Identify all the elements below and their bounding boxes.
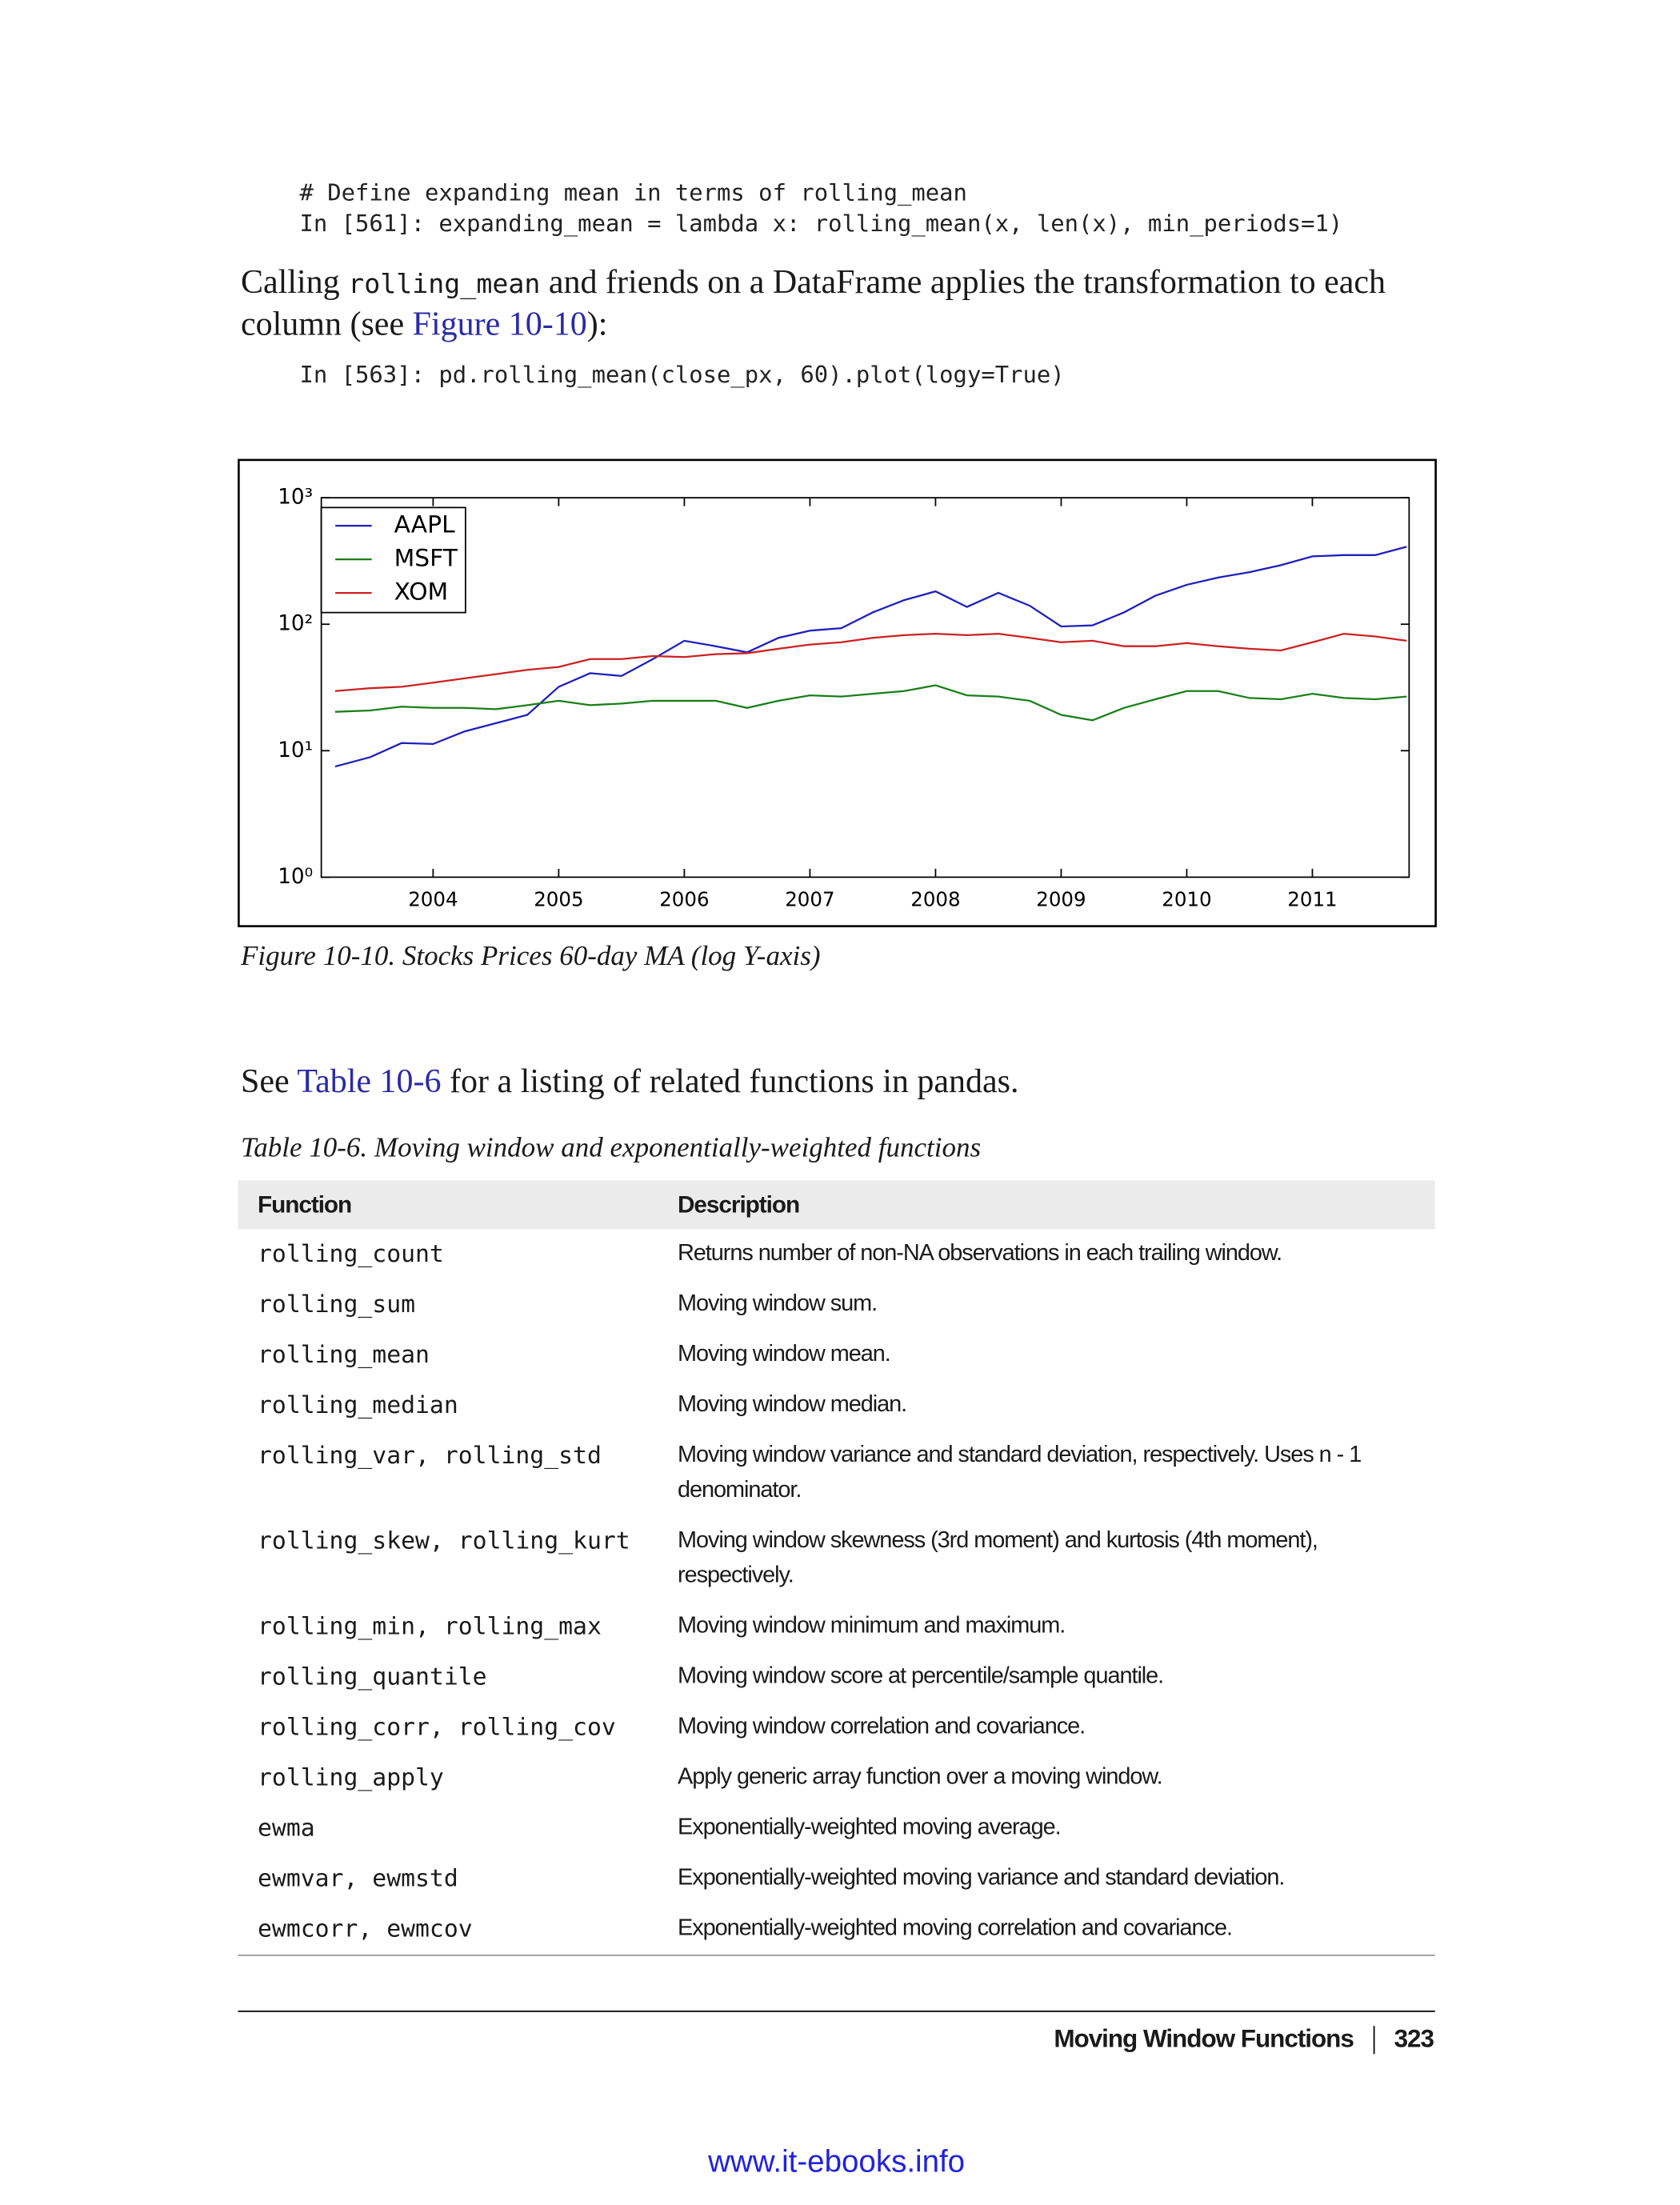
- description-cell: Moving window mean.: [678, 1341, 891, 1367]
- legend-label: XOM: [394, 578, 449, 606]
- description-cell: Exponentially-weighted moving correlatio…: [678, 1915, 1233, 1941]
- function-cell: rolling_median: [258, 1391, 458, 1420]
- table-header: Function Description: [238, 1180, 1435, 1230]
- watermark[interactable]: www.it-ebooks.info: [708, 2143, 966, 2179]
- description-cell: Moving window median.: [678, 1391, 907, 1418]
- description-cell: Exponentially-weighted moving variance a…: [678, 1865, 1285, 1891]
- x-tick-label: 2004: [408, 887, 458, 910]
- text: See: [241, 1064, 298, 1101]
- page-number: 323: [1394, 2024, 1434, 2053]
- function-cell: rolling_sum: [258, 1291, 416, 1319]
- function-cell: rolling_skew, rolling_kurt: [258, 1527, 630, 1556]
- table-row: rolling_var, rolling_std Moving window va…: [238, 1431, 1435, 1517]
- header-cell: Description: [658, 1180, 1435, 1230]
- function-cell: rolling_quantile: [258, 1663, 487, 1691]
- description-cell: Moving window minimum and maximum.: [678, 1613, 1066, 1639]
- function-cell: ewmvar, ewmstd: [258, 1865, 458, 1893]
- inline-code: rolling_mean: [348, 269, 541, 300]
- table-row: rolling_skew, rolling_kurt Moving window …: [238, 1516, 1435, 1602]
- function-cell: ewmcorr, ewmcov: [258, 1915, 473, 1943]
- description-cell: Apply generic array function over a movi…: [678, 1764, 1163, 1790]
- description-cell: Returns number of non-NA observations in…: [678, 1240, 1282, 1267]
- y-tick-label: 10³: [278, 486, 313, 510]
- legend-label: AAPL: [394, 511, 455, 539]
- text: ):: [586, 306, 608, 343]
- x-tick-label: 2008: [910, 887, 960, 910]
- table-row: rolling_quantile Moving window score at p…: [238, 1652, 1435, 1703]
- series-line: [334, 546, 1407, 768]
- chart: 10⁰ 10¹ 10² 10³ 2004 2005 2006 2007 2008 2009 2010…: [238, 458, 1437, 927]
- figure-caption: Figure 10-10. Stocks Prices 60-day MA (l…: [241, 941, 821, 972]
- description-cell: Moving window score at percentile/sample…: [678, 1663, 1164, 1689]
- y-tick-label: 10¹: [278, 738, 313, 762]
- x-tick-label: 2009: [1036, 887, 1086, 910]
- x-tick-label: 2006: [659, 887, 709, 910]
- table-row: rolling_apply Apply generic array functio…: [238, 1753, 1435, 1803]
- description-cell: Exponentially-weighted moving average.: [678, 1815, 1062, 1840]
- function-cell: ewma: [258, 1815, 315, 1843]
- header-cell: Function: [238, 1180, 658, 1230]
- x-tick-label: 2011: [1287, 887, 1337, 910]
- table-row: rolling_corr, rolling_cov Moving window c…: [238, 1703, 1435, 1753]
- table-caption: Table 10-6. Moving window and exponentia…: [241, 1132, 982, 1164]
- y-tick-label: 10⁰: [278, 865, 313, 889]
- code-line: In [561]: expanding_mean = lambda x: rol…: [299, 210, 1343, 237]
- footer-rule: [238, 2011, 1435, 2012]
- paragraph: Calling rolling_mean and friends on a Da…: [241, 263, 1445, 346]
- link[interactable]: Figure 10-10: [412, 306, 587, 343]
- function-cell: rolling_count: [258, 1240, 444, 1269]
- function-cell: rolling_mean: [258, 1341, 430, 1370]
- table-row: rolling_min, rolling_max Moving window mi…: [238, 1602, 1435, 1652]
- description-cell: Moving window sum.: [678, 1291, 878, 1317]
- paragraph: See Table 10-6 for a listing of related …: [241, 1062, 1019, 1103]
- plot-area: [320, 497, 1410, 878]
- footer: Moving Window Functions 323: [1054, 2025, 1434, 2055]
- function-cell: rolling_var, rolling_std: [258, 1442, 602, 1471]
- table-row: ewma Exponentially-weighted moving averag…: [238, 1803, 1435, 1854]
- table-row: rolling_mean Moving window mean.: [238, 1331, 1435, 1381]
- function-cell: rolling_apply: [258, 1764, 444, 1792]
- separator: [1373, 2025, 1375, 2054]
- table-row: rolling_sum Moving window sum.: [238, 1280, 1435, 1331]
- legend-label: MSFT: [394, 545, 458, 573]
- table-row: ewmcorr, ewmcov Exponentially-weighted mo…: [238, 1904, 1435, 1955]
- description-cell: Moving window skewness (3rd moment) and …: [678, 1527, 1318, 1588]
- code-line: # Define expanding mean in terms of roll…: [299, 179, 967, 206]
- text: Calling: [241, 264, 349, 302]
- series-line: [334, 684, 1407, 722]
- x-tick-label: 2007: [785, 887, 834, 910]
- x-tick-label: 2010: [1162, 887, 1211, 910]
- function-cell: rolling_corr, rolling_cov: [258, 1714, 616, 1742]
- function-cell: rolling_min, rolling_max: [258, 1613, 602, 1641]
- y-tick-label: 10²: [278, 612, 313, 636]
- x-tick-label: 2005: [534, 887, 583, 910]
- link[interactable]: Table 10-6: [297, 1064, 442, 1101]
- series-line: [334, 633, 1407, 692]
- text: for a listing of related functions in pa…: [441, 1064, 1019, 1101]
- table: Function Description rolling_count Return…: [238, 1180, 1435, 1956]
- description-cell: Moving window correlation and covariance…: [678, 1714, 1086, 1739]
- table-row: ewmvar, ewmstd Exponentially-weighted mov…: [238, 1854, 1435, 1904]
- table-row: rolling_median Moving window median.: [238, 1381, 1435, 1431]
- text: and friends on a DataFrame applies the t…: [241, 264, 1386, 343]
- running-head: Moving Window Functions: [1054, 2024, 1354, 2053]
- description-cell: Moving window variance and standard devi…: [678, 1442, 1362, 1503]
- table-row: rolling_count Returns number of non-NA ob…: [238, 1230, 1435, 1280]
- code-line: In [563]: pd.rolling_mean(close_px, 60).…: [299, 361, 1065, 388]
